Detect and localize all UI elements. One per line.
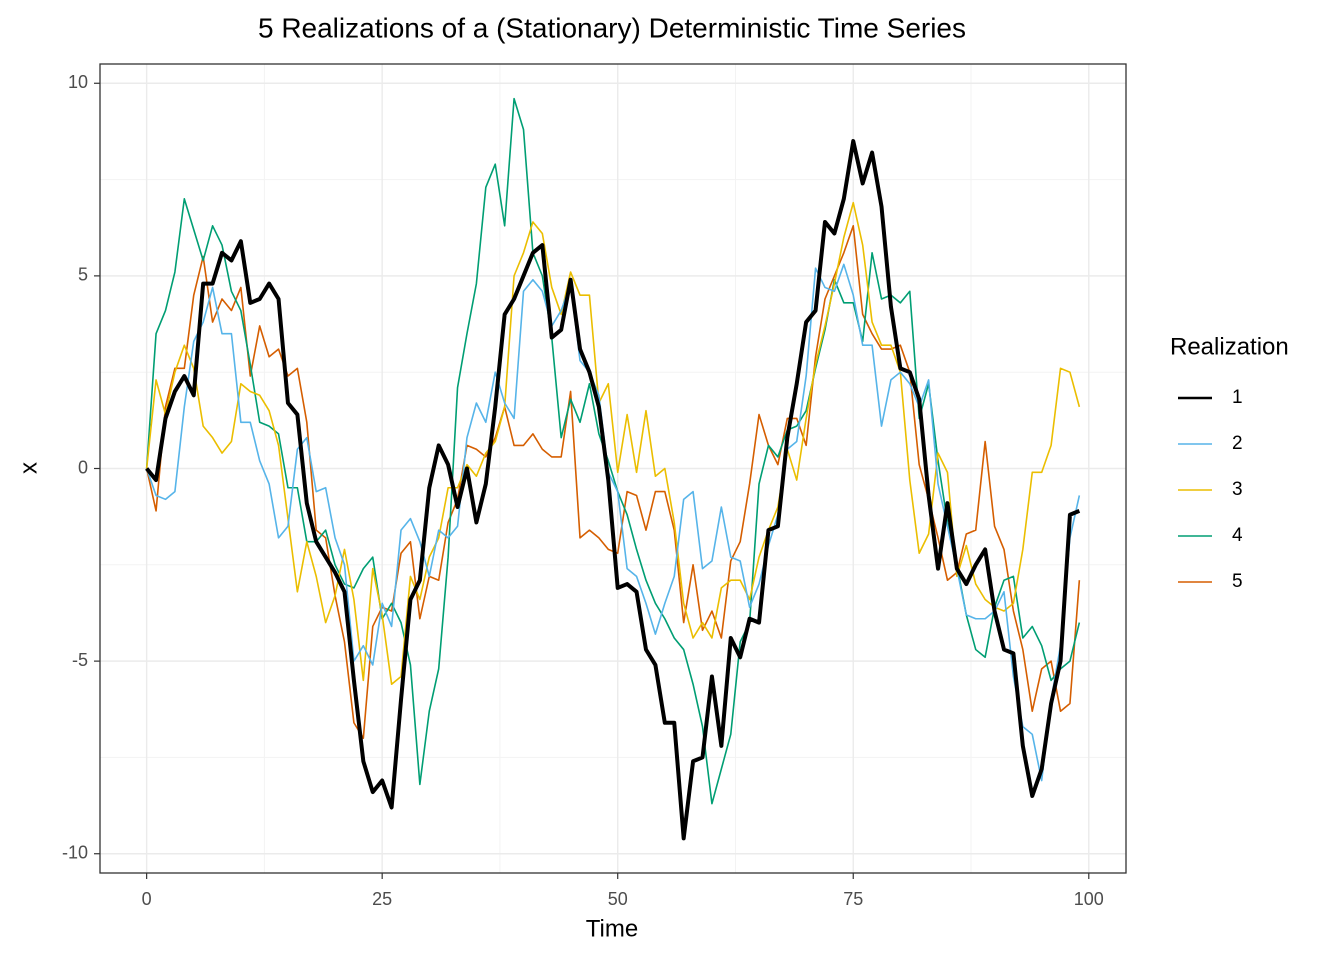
axes: 0 25 50 75 100 -10 -5 0 5 10	[62, 72, 1104, 909]
series-line	[145, 97, 1081, 805]
legend-label: 1	[1232, 387, 1243, 408]
chart-title: 5 Realizations of a (Stationary) Determi…	[258, 12, 966, 43]
x-axis-label: Time	[586, 915, 638, 942]
legend-label: 2	[1232, 433, 1243, 454]
y-tick-label: -10	[62, 842, 88, 862]
y-tick-label: 10	[68, 72, 88, 92]
x-tick-label: 75	[843, 889, 863, 909]
series-line	[145, 201, 1081, 686]
legend-label: 4	[1232, 525, 1243, 546]
x-tick-label: 25	[372, 889, 392, 909]
y-tick-label: 5	[78, 265, 88, 285]
legend: 1 2 3 4 5	[1178, 387, 1243, 592]
lines	[145, 97, 1081, 841]
legend-label: 5	[1232, 571, 1243, 592]
x-tick-label: 0	[142, 889, 152, 909]
legend-title: Realization	[1170, 333, 1289, 360]
x-tick-label: 50	[608, 889, 628, 909]
series-line	[145, 139, 1081, 841]
grid	[100, 64, 1126, 873]
y-tick-label: -5	[72, 650, 88, 670]
y-tick-label: 0	[78, 457, 88, 477]
x-tick-label: 100	[1074, 889, 1104, 909]
y-axis-label: x	[15, 462, 42, 474]
legend-label: 3	[1232, 479, 1243, 500]
